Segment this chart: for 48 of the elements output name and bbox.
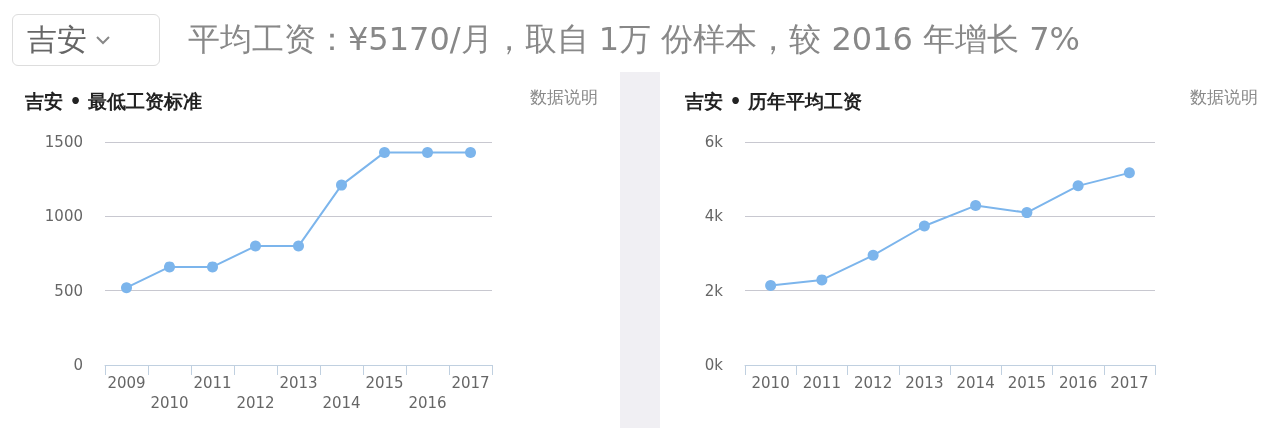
text: 平均工资：¥5170/月，取自 1万 份样本，较 2016 年增长 7%: [188, 19, 1080, 60]
point: [164, 261, 175, 273]
x-tick-label: 2014: [322, 394, 361, 412]
x-tick-label: 2010: [751, 374, 790, 392]
x-tick-label: 2016: [408, 394, 447, 412]
point: [379, 146, 390, 158]
y-tick-label: 6k: [704, 133, 724, 151]
point: [465, 146, 476, 158]
x-tick-label: 2013: [279, 374, 318, 392]
point: [867, 249, 879, 261]
x-tick-label: 2013: [905, 374, 944, 392]
x-tick-label: 2017: [1110, 374, 1149, 392]
point: [1123, 167, 1135, 179]
chart-title: 吉安 • 历年平均工资: [684, 89, 863, 112]
x-tick-label: 2015: [1007, 374, 1046, 392]
point: [207, 261, 218, 273]
point: [1072, 180, 1084, 192]
point: [1021, 207, 1033, 219]
point: [970, 200, 982, 212]
y-tick-label: 4k: [704, 207, 724, 226]
x-tick-label: 2017: [451, 374, 490, 392]
point: [422, 146, 433, 158]
x-tick-label: 2012: [236, 394, 275, 412]
x-tick-label: 2011: [193, 374, 232, 392]
point: [293, 240, 304, 252]
chart-title: 吉安 • 最低工资标准: [24, 89, 203, 112]
x-tick-label: 2010: [150, 394, 189, 412]
x-tick-label: 2011: [802, 374, 841, 392]
point: [121, 282, 132, 294]
point: [765, 279, 777, 291]
x-tick-label: 2016: [1059, 374, 1098, 392]
y-tick-label: 1500: [44, 133, 83, 151]
point: [816, 274, 828, 286]
point: [336, 179, 347, 191]
text: 吉安: [27, 20, 87, 59]
y-tick-label: 2k: [704, 281, 724, 300]
y-tick-label: 500: [54, 281, 83, 300]
x-tick-label: 2009: [107, 374, 146, 392]
x-tick-label: 2012: [854, 374, 893, 392]
point: [918, 220, 930, 232]
y-tick-label: 1000: [44, 207, 83, 226]
x-tick-label: 2015: [365, 374, 404, 392]
y-tick-label: 0k: [704, 356, 724, 374]
text: 数据说明: [530, 86, 598, 107]
point: [250, 240, 261, 252]
x-tick-label: 2014: [956, 374, 995, 392]
text: 数据说明: [1190, 86, 1258, 107]
y-tick-label: 0: [73, 356, 83, 374]
